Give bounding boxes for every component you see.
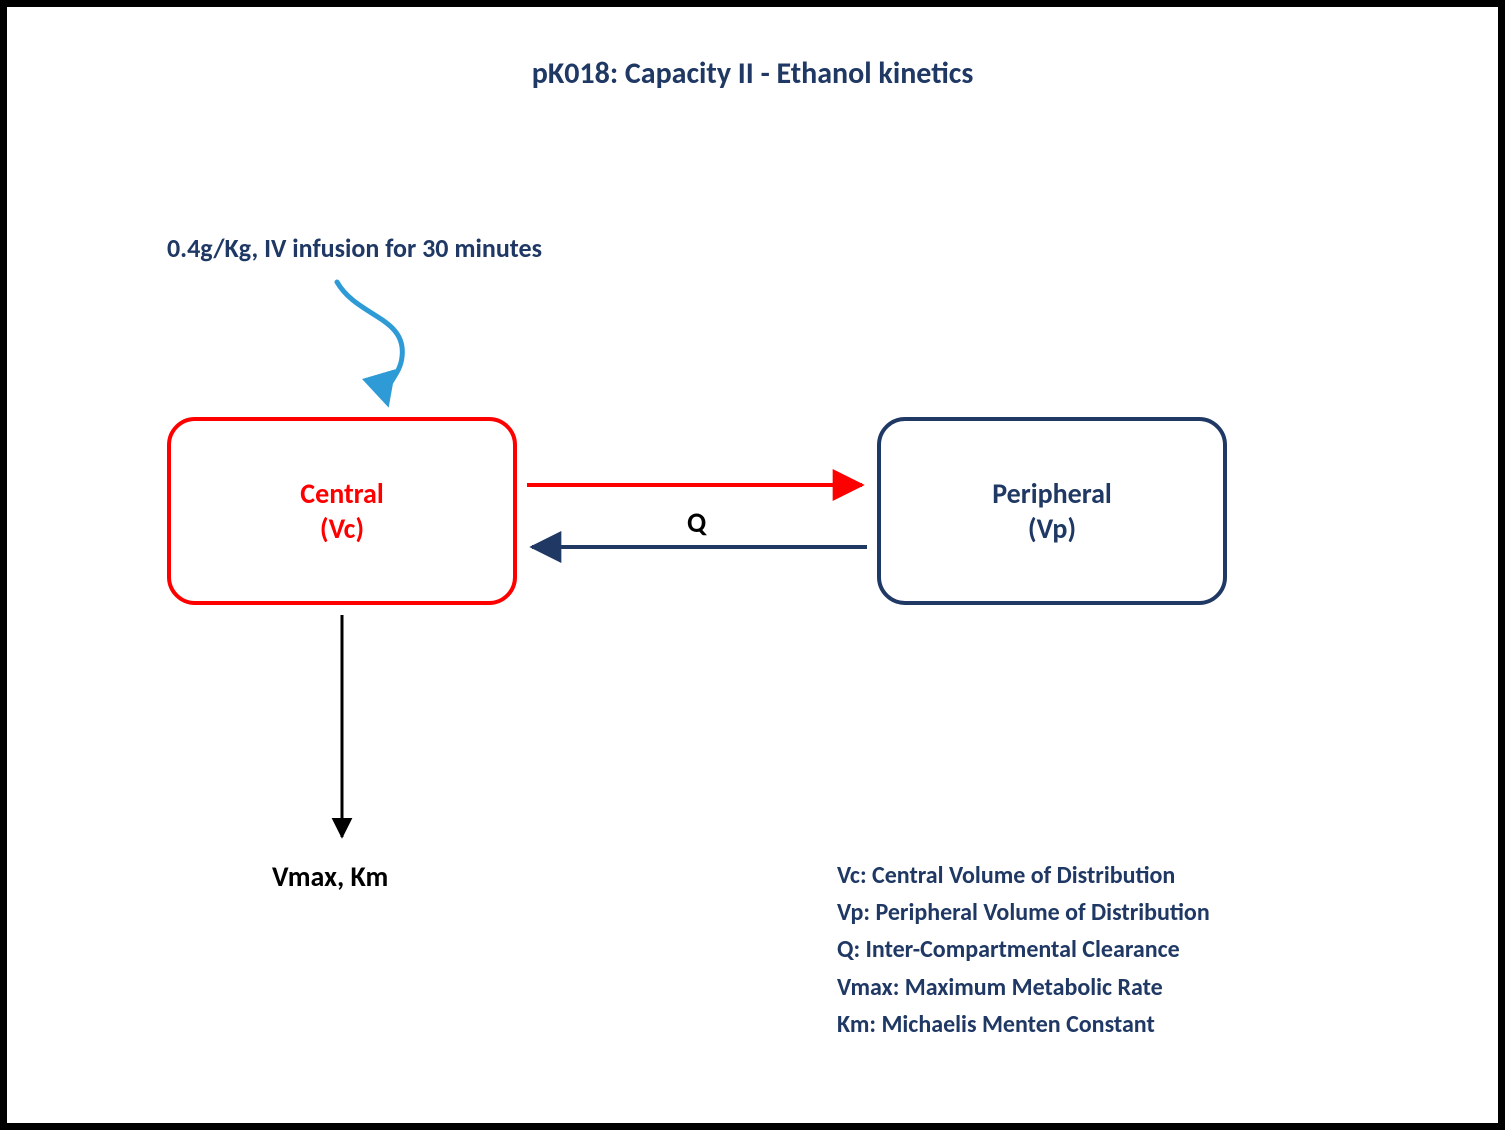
peripheral-compartment-box: Peripheral (Vp) bbox=[877, 417, 1227, 605]
central-compartment-box: Central (Vc) bbox=[167, 417, 517, 605]
peripheral-label-line2: (Vp) bbox=[1028, 511, 1076, 546]
diagram-frame: pK018: Capacity II - Ethanol kinetics 0.… bbox=[0, 0, 1505, 1130]
legend-item: Vmax: Maximum Metabolic Rate bbox=[837, 969, 1210, 1006]
infusion-label: 0.4g/Kg, IV infusion for 30 minutes bbox=[167, 232, 542, 264]
peripheral-label-line1: Peripheral bbox=[992, 476, 1112, 511]
parameter-legend: Vc: Central Volume of DistributionVp: Pe… bbox=[837, 857, 1210, 1043]
central-label-line1: Central bbox=[300, 476, 383, 511]
legend-item: Vc: Central Volume of Distribution bbox=[837, 857, 1210, 894]
infusion-arrow bbox=[337, 282, 402, 402]
legend-item: Vp: Peripheral Volume of Distribution bbox=[837, 894, 1210, 931]
legend-item: Q: Inter-Compartmental Clearance bbox=[837, 931, 1210, 968]
central-label-line2: (Vc) bbox=[320, 511, 364, 546]
vmax-km-label: Vmax, Km bbox=[272, 859, 388, 894]
legend-item: Km: Michaelis Menten Constant bbox=[837, 1006, 1210, 1043]
q-label: Q bbox=[687, 505, 706, 540]
diagram-title: pK018: Capacity II - Ethanol kinetics bbox=[7, 55, 1498, 92]
